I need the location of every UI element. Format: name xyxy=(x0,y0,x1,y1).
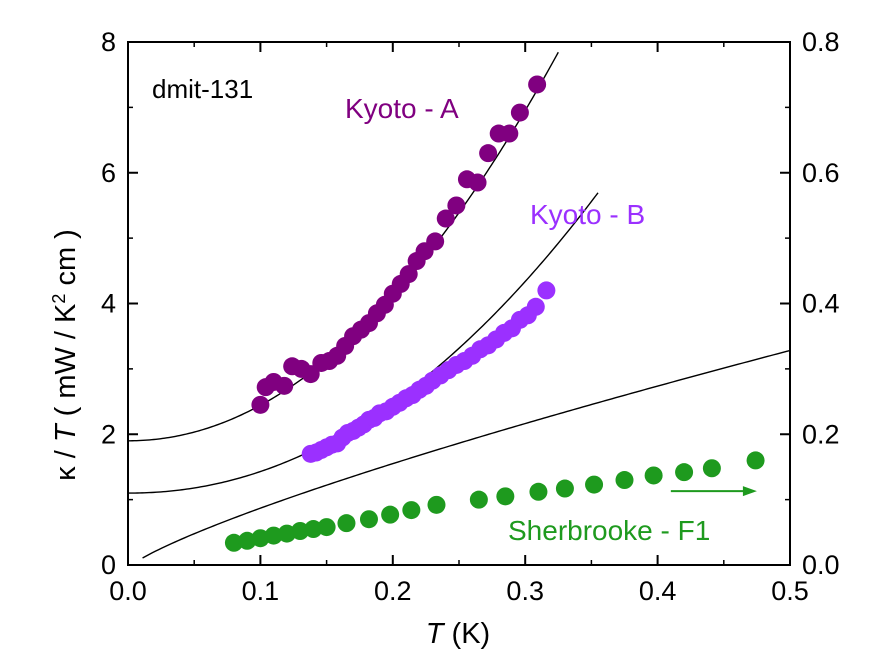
x-tick-label: 0.3 xyxy=(506,576,544,606)
fit-curve-2 xyxy=(128,192,599,494)
y-right-tick-label: 0.2 xyxy=(802,419,840,449)
data-point xyxy=(702,459,721,478)
axis-labels: 0.0 0.1 0.2 0.3 0.4 0.5 0 2 4 6 8 0.0 0.2 0.4 0.6 0.8 xyxy=(101,27,840,606)
y-left-tick-label: 8 xyxy=(101,27,116,57)
data-point xyxy=(291,522,310,540)
series-2 xyxy=(301,281,556,463)
data-point xyxy=(381,505,400,524)
fit-curve-3 xyxy=(142,349,790,559)
x-tick-label: 0.4 xyxy=(639,576,677,606)
data-point xyxy=(264,526,283,545)
series-label-2: Kyoto - B xyxy=(530,199,645,230)
series-label-1: Kyoto - A xyxy=(345,93,459,124)
data-point xyxy=(644,466,663,485)
x-tick-label: 0.1 xyxy=(242,576,280,606)
data-point xyxy=(510,103,529,122)
data-points xyxy=(224,75,765,552)
data-point xyxy=(555,479,574,498)
data-point xyxy=(468,173,487,192)
data-point xyxy=(399,265,418,284)
y-right-tick-label: 0.8 xyxy=(802,27,840,57)
y-left-tick-label: 2 xyxy=(101,419,116,449)
data-point xyxy=(304,520,323,539)
series-1 xyxy=(251,75,547,414)
y-axis-left-title: κ / T ( mW / K2 cm ) xyxy=(49,229,82,481)
y-left-tick-label: 6 xyxy=(101,158,116,188)
sample-label: dmit-131 xyxy=(152,74,253,104)
y-right-tick-label: 0.6 xyxy=(802,158,840,188)
data-point xyxy=(537,281,556,300)
data-point xyxy=(427,495,446,514)
data-point xyxy=(402,501,421,520)
data-point xyxy=(251,395,270,414)
data-point xyxy=(275,376,294,395)
series-label-3: Sherbrooke - F1 xyxy=(508,515,710,546)
plot-frame xyxy=(127,41,791,566)
series-3 xyxy=(224,451,765,552)
x-tick-label: 0.2 xyxy=(374,576,412,606)
x-tick-label: 0.0 xyxy=(109,576,147,606)
data-point xyxy=(746,451,765,470)
data-point xyxy=(224,533,243,552)
data-point xyxy=(526,297,545,316)
data-point xyxy=(359,510,378,529)
data-point xyxy=(529,482,548,501)
fit-curves xyxy=(128,51,790,559)
data-point xyxy=(436,209,455,228)
data-point xyxy=(500,124,519,143)
x-tick-label: 0.5 xyxy=(771,576,809,606)
data-point xyxy=(496,487,515,506)
y-right-tick-label: 0.4 xyxy=(802,289,840,319)
right-axis-arrow xyxy=(670,486,757,497)
series-labels: Kyoto - A Kyoto - B Sherbrooke - F1 xyxy=(345,93,710,546)
fit-curve-1 xyxy=(128,51,559,442)
plot-border xyxy=(127,41,791,566)
y-right-tick-label: 0.0 xyxy=(802,550,840,580)
data-point xyxy=(675,463,694,482)
axis-ticks xyxy=(127,41,791,566)
arrow-head xyxy=(742,486,757,497)
data-point xyxy=(615,471,634,490)
data-point xyxy=(528,75,547,94)
data-point xyxy=(317,518,336,537)
data-point xyxy=(479,144,498,163)
y-left-tick-label: 4 xyxy=(101,289,116,319)
data-point xyxy=(585,475,604,494)
data-point xyxy=(426,232,445,251)
data-point xyxy=(469,490,488,509)
data-point xyxy=(337,514,356,533)
data-point xyxy=(447,196,466,215)
y-left-tick-label: 0 xyxy=(101,550,116,580)
x-axis-title: T (K) xyxy=(426,618,490,650)
